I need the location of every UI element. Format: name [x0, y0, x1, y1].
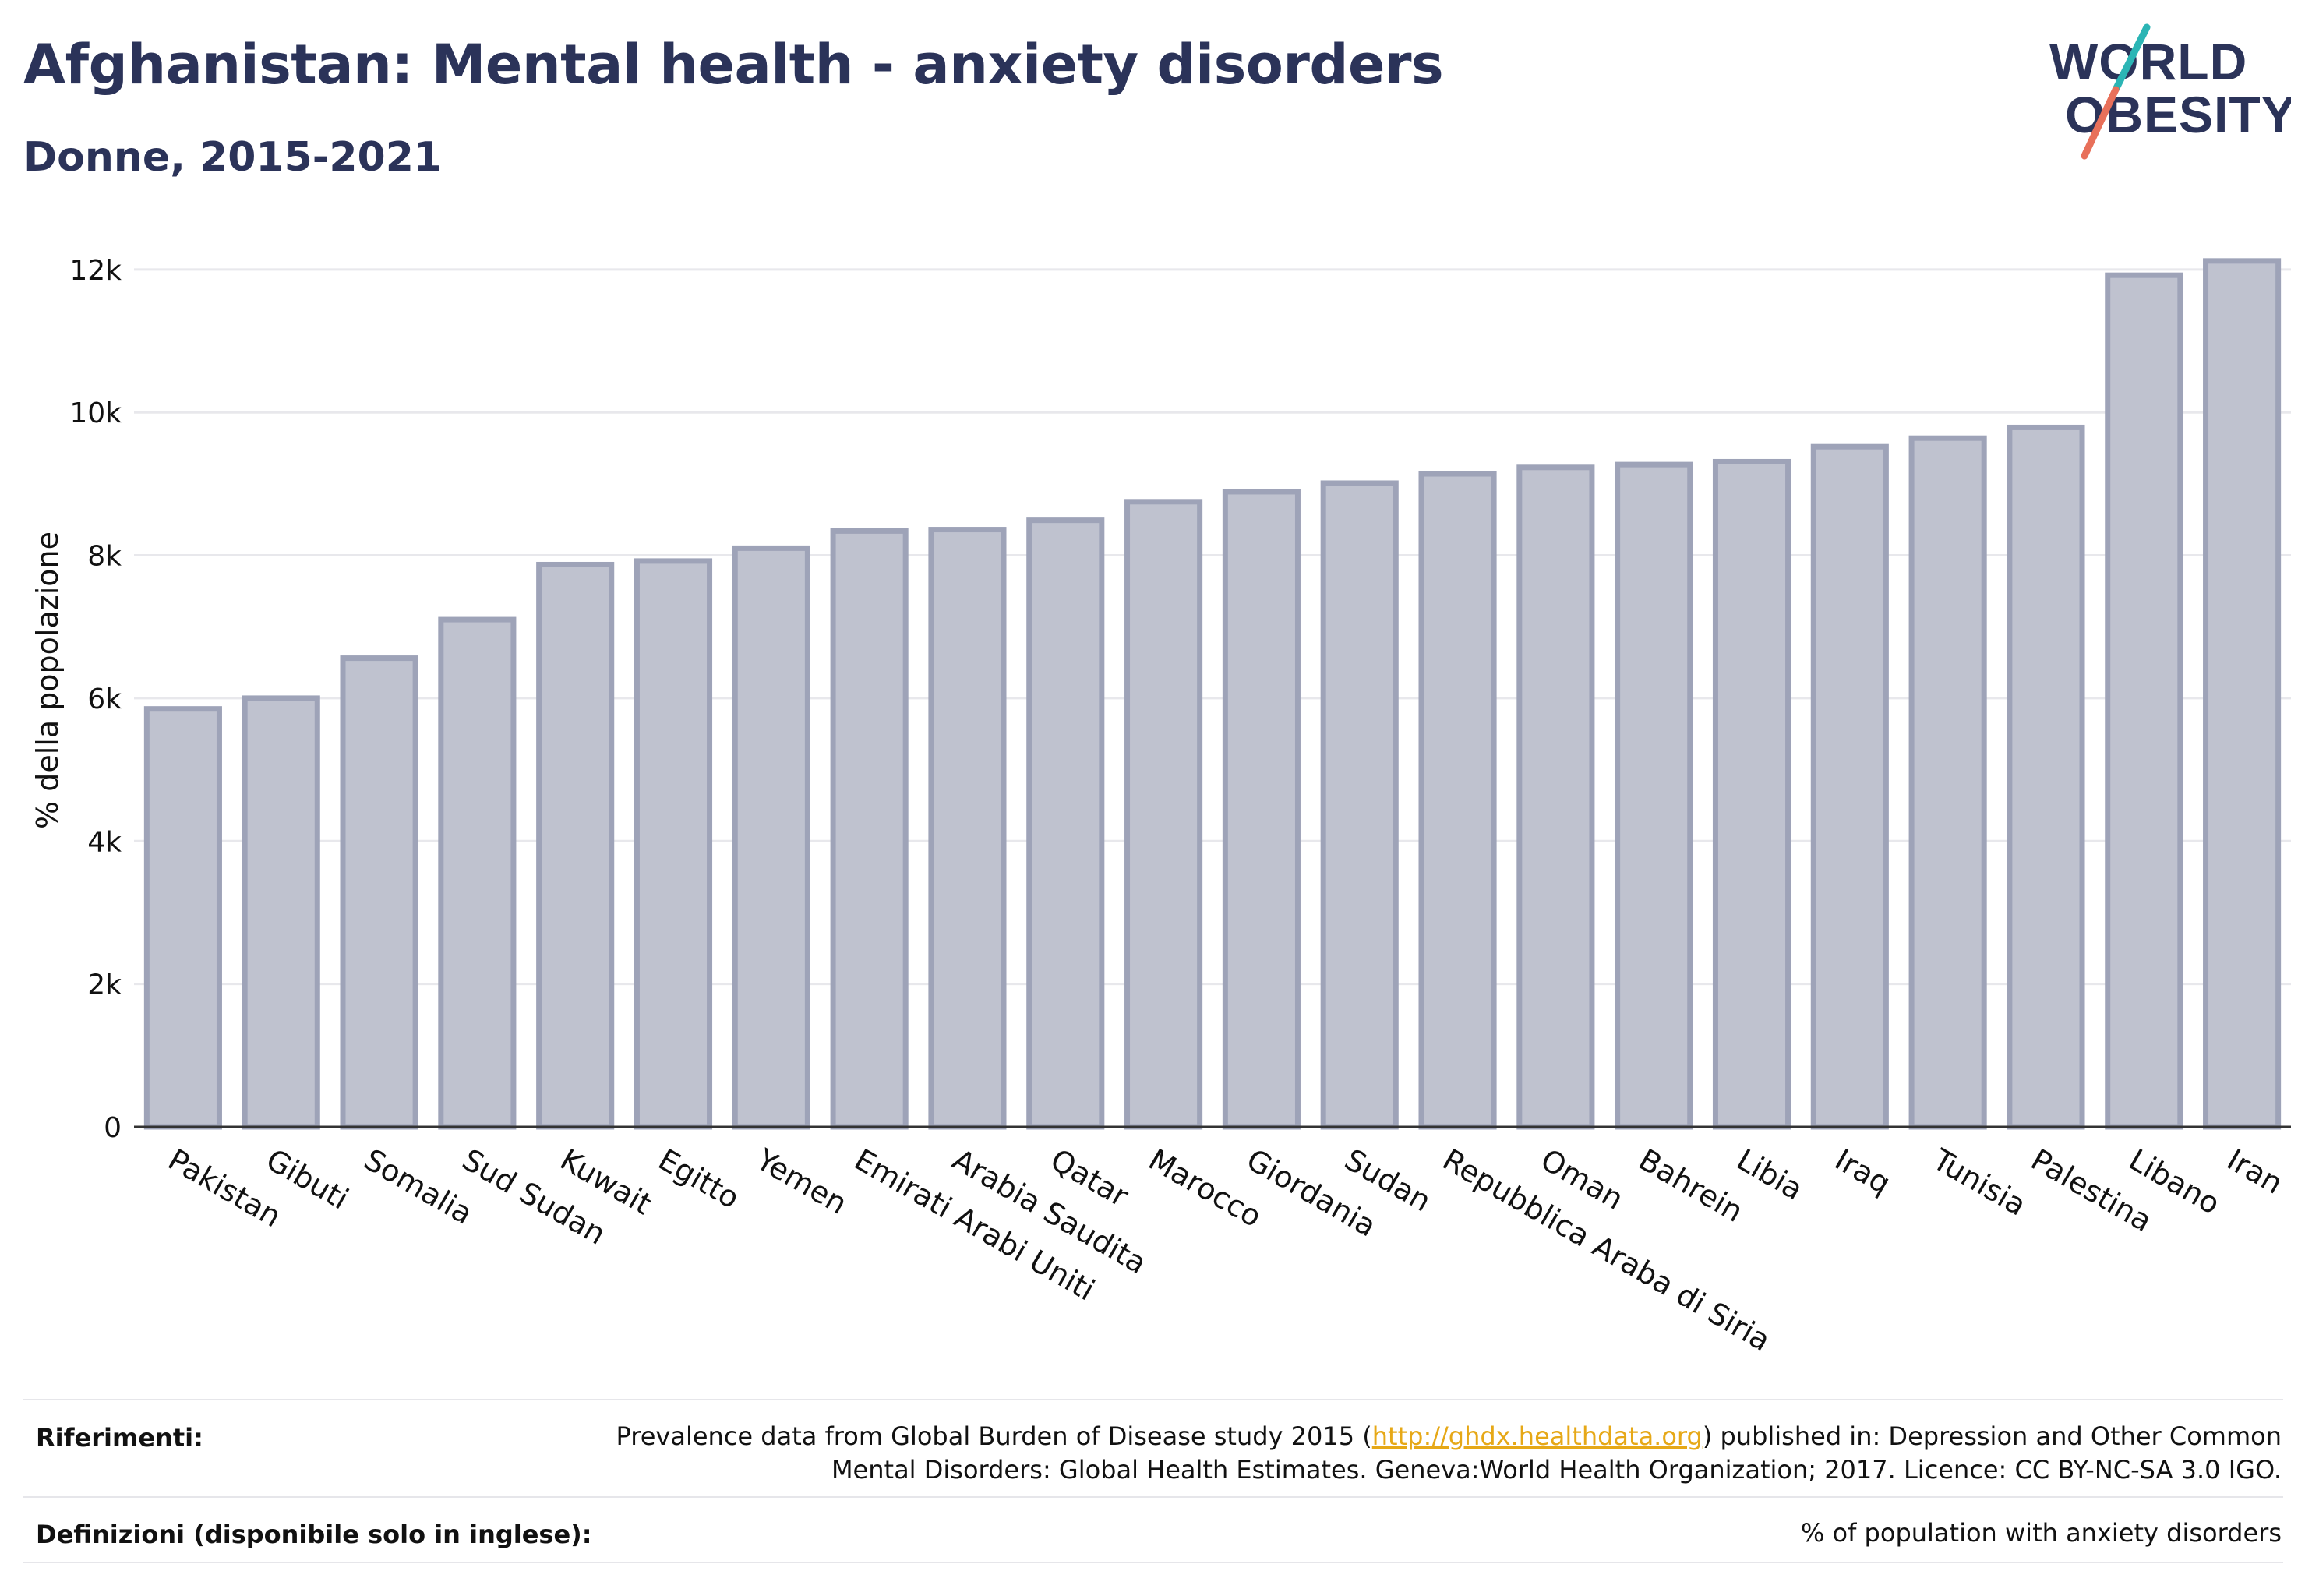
references-label: Riferimenti: [36, 1423, 203, 1453]
x-tick-label: Marocco [1143, 1142, 1268, 1234]
bar-sudan[interactable] [1320, 480, 1399, 1130]
y-tick-label: 4k [87, 826, 122, 858]
bar-tunisia[interactable] [1908, 435, 1987, 1130]
bar-iran[interactable] [2203, 258, 2282, 1130]
logo-line1: WORLD [2049, 33, 2247, 90]
footer-divider-top [23, 1399, 2283, 1400]
bar-bahrein[interactable] [1615, 461, 1693, 1130]
bar-repubblica-araba-di-siria[interactable] [1418, 471, 1497, 1130]
x-tick-label: Iraq [1829, 1142, 1896, 1201]
world-obesity-logo: WORLD OBESITY [2049, 23, 2291, 160]
bars-layer [143, 258, 2282, 1130]
footer-divider-middle [23, 1496, 2283, 1498]
bar-egitto[interactable] [634, 558, 713, 1130]
x-tick-label: Iran [2222, 1142, 2289, 1201]
bar-chart: 0 2k 4k 6k 8k 10k 12k % della popolazione Pakist… [30, 255, 2291, 1358]
bar-palestina[interactable] [2007, 424, 2085, 1130]
y-tick-label: 2k [87, 969, 122, 1001]
bar-qatar[interactable] [1026, 517, 1105, 1130]
bar-arabia-saudita[interactable] [928, 527, 1007, 1130]
references-link[interactable]: http://ghdx.healthdata.org [1371, 1421, 1703, 1451]
chart-subtitle: Donne, 2015-2021 [23, 134, 443, 181]
bar-emirati-arabi-uniti[interactable] [830, 528, 909, 1130]
definitions-text: % of population with anxiety disorders [1800, 1518, 2282, 1548]
bar-libia[interactable] [1712, 458, 1791, 1130]
x-tick-label: Egitto [653, 1142, 746, 1216]
x-tick-label: Yemen [750, 1142, 852, 1221]
logo-slash-teal [2112, 23, 2151, 94]
y-axis-label: % della popolazione [30, 531, 65, 829]
bar-pakistan[interactable] [143, 706, 222, 1130]
y-tick-label: 6k [87, 683, 122, 715]
bar-yemen[interactable] [732, 545, 810, 1130]
x-tick-label: Tunisia [1926, 1142, 2031, 1223]
y-tick-label: 0 [104, 1112, 122, 1144]
chart-title: Afghanistan: Mental health - anxiety dis… [23, 33, 1444, 97]
bar-iraq[interactable] [1810, 443, 1889, 1130]
x-tick-label: Bahrein [1633, 1142, 1749, 1229]
bar-sud-sudan[interactable] [438, 616, 517, 1130]
x-tick-label: Pakistan [162, 1142, 287, 1234]
footer-divider-bottom [23, 1562, 2283, 1563]
y-tick-label: 8k [87, 541, 122, 573]
y-tick-label: 12k [69, 255, 122, 287]
references-text-after: ) published in: Depression and Other Com… [831, 1421, 2282, 1485]
references-text: Prevalence data from Global Burden of Di… [606, 1420, 2282, 1487]
bar-kuwait[interactable] [536, 561, 615, 1130]
bar-oman[interactable] [1516, 464, 1595, 1130]
bar-libano[interactable] [2105, 272, 2183, 1130]
references-text-before: Prevalence data from Global Burden of Di… [616, 1421, 1372, 1451]
y-tick-label: 10k [69, 397, 122, 429]
definitions-label: Definizioni (disponibile solo in inglese… [36, 1520, 592, 1549]
bar-gibuti[interactable] [242, 695, 320, 1130]
x-tick-label: Somalia [358, 1142, 478, 1231]
logo-slash-coral [2081, 86, 2120, 160]
bar-somalia[interactable] [340, 655, 418, 1130]
bar-giordania[interactable] [1222, 489, 1301, 1130]
bar-marocco[interactable] [1124, 499, 1203, 1130]
